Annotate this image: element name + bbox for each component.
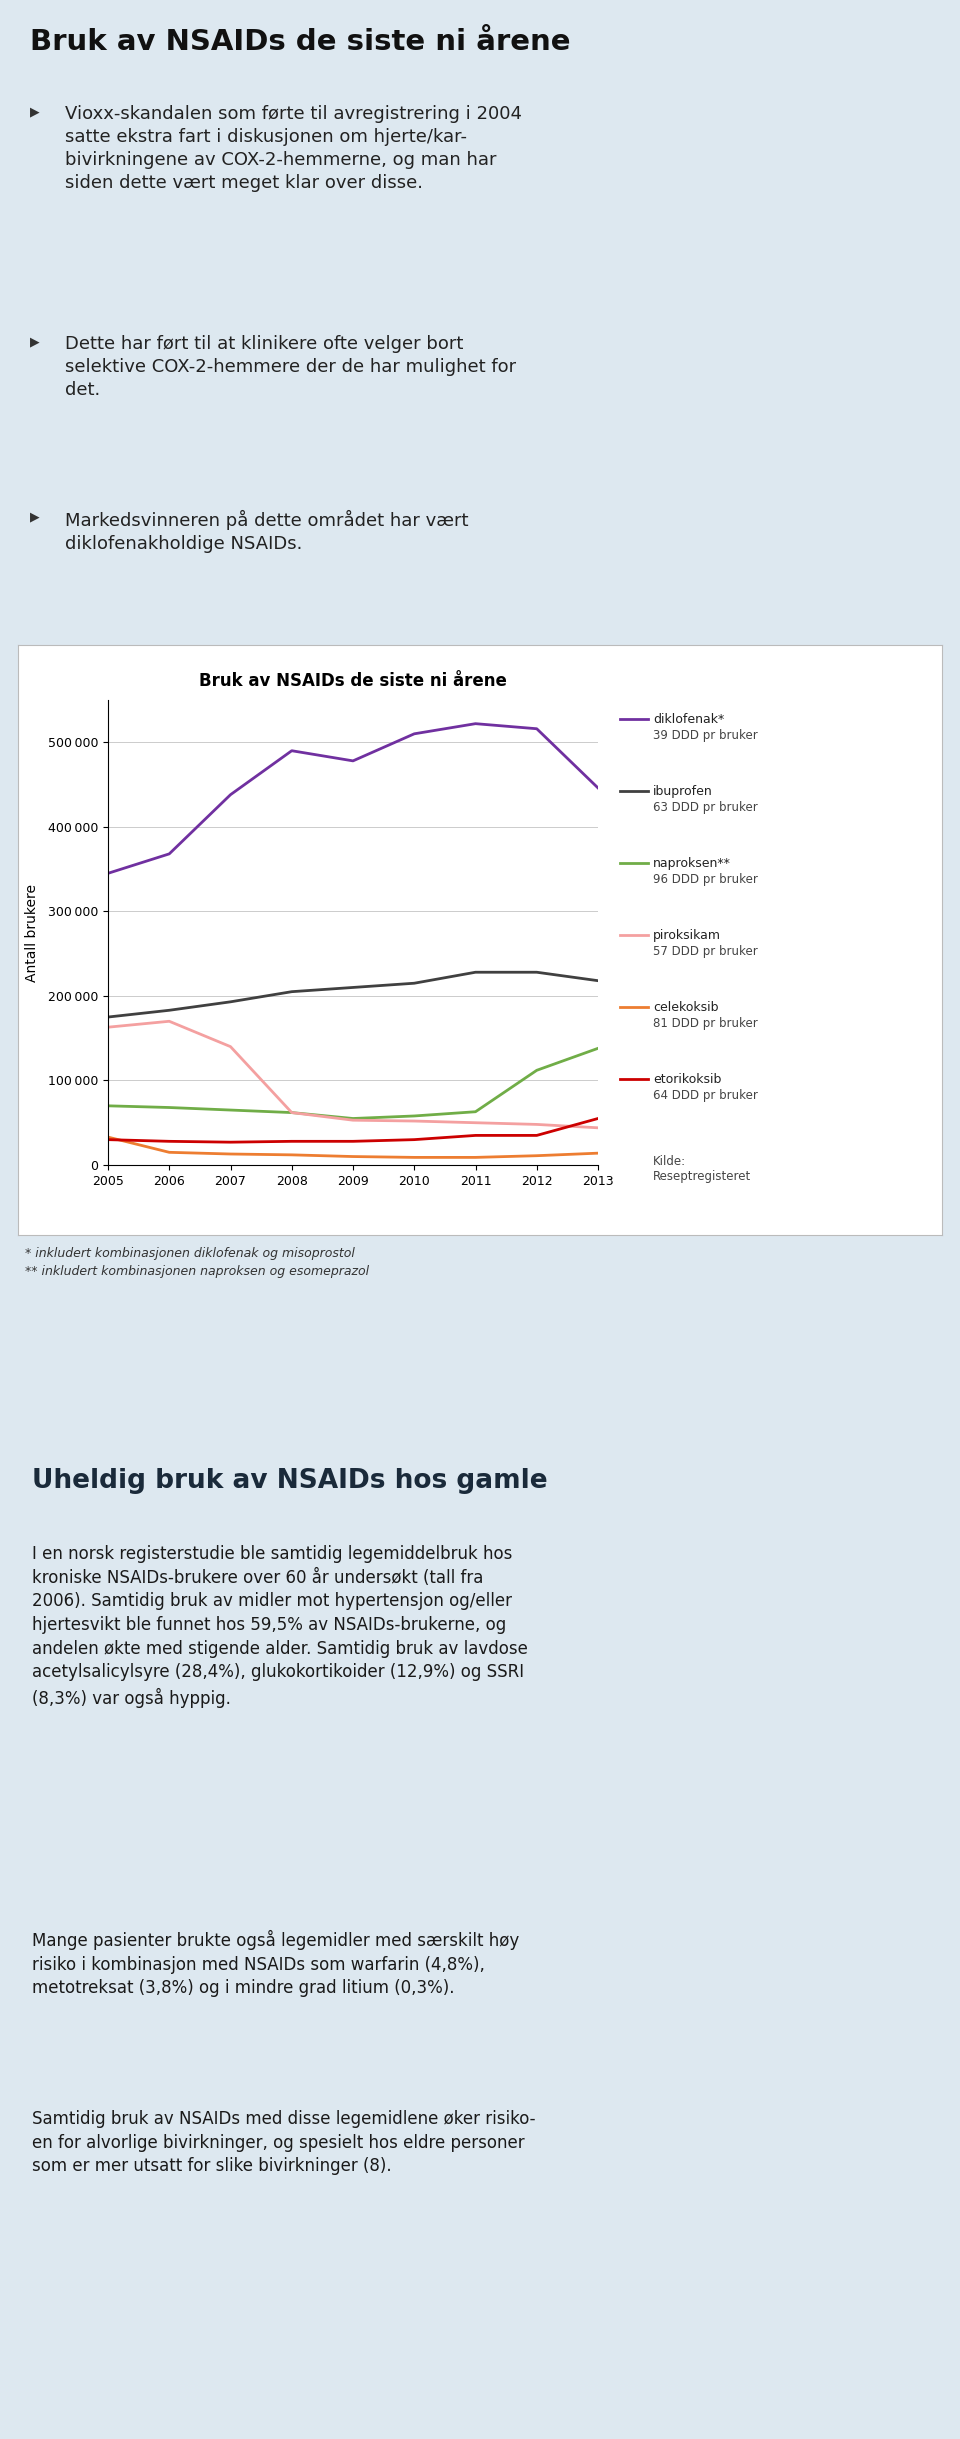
Text: 81 DDD pr bruker: 81 DDD pr bruker <box>653 1017 757 1029</box>
Text: naproksen**: naproksen** <box>653 856 731 871</box>
Text: Dette har ført til at klinikere ofte velger bort
selektive COX-2-hemmere der de : Dette har ført til at klinikere ofte vel… <box>65 334 516 400</box>
Text: piroksikam: piroksikam <box>653 929 721 941</box>
Text: 57 DDD pr bruker: 57 DDD pr bruker <box>653 944 757 959</box>
Text: ** inkludert kombinasjonen naproksen og esomeprazol: ** inkludert kombinasjonen naproksen og … <box>25 1266 370 1278</box>
Text: Kilde:
Reseptregisteret: Kilde: Reseptregisteret <box>653 1156 752 1183</box>
Text: I en norsk registerstudie ble samtidig legemiddelbruk hos
kroniske NSAIDs-bruker: I en norsk registerstudie ble samtidig l… <box>32 1544 528 1707</box>
Title: Bruk av NSAIDs de siste ni årene: Bruk av NSAIDs de siste ni årene <box>199 673 507 690</box>
Text: ibuprofen: ibuprofen <box>653 785 712 798</box>
Text: diklofenak*: diklofenak* <box>653 712 724 727</box>
Text: ▶: ▶ <box>30 334 39 349</box>
Y-axis label: Antall brukere: Antall brukere <box>26 883 39 980</box>
Text: Markedsvinneren på dette området har vært
diklofenakholdige NSAIDs.: Markedsvinneren på dette området har vær… <box>65 510 468 554</box>
Text: Samtidig bruk av NSAIDs med disse legemidlene øker risiko-
en for alvorlige bivi: Samtidig bruk av NSAIDs med disse legemi… <box>32 2110 536 2176</box>
Text: 63 DDD pr bruker: 63 DDD pr bruker <box>653 800 757 815</box>
Text: celekoksib: celekoksib <box>653 1000 718 1015</box>
Text: Uheldig bruk av NSAIDs hos gamle: Uheldig bruk av NSAIDs hos gamle <box>32 1468 547 1495</box>
Text: Mange pasienter brukte også legemidler med særskilt høy
risiko i kombinasjon med: Mange pasienter brukte også legemidler m… <box>32 1929 519 1998</box>
Text: ▶: ▶ <box>30 510 39 522</box>
Text: ▶: ▶ <box>30 105 39 117</box>
Text: * inkludert kombinasjonen diklofenak og misoprostol: * inkludert kombinasjonen diklofenak og … <box>25 1246 355 1261</box>
Text: 64 DDD pr bruker: 64 DDD pr bruker <box>653 1088 757 1102</box>
Text: 96 DDD pr bruker: 96 DDD pr bruker <box>653 873 757 885</box>
Text: etorikoksib: etorikoksib <box>653 1073 721 1085</box>
Text: Vioxx-skandalen som førte til avregistrering i 2004
satte ekstra fart i diskusjo: Vioxx-skandalen som førte til avregistre… <box>65 105 522 193</box>
Text: 39 DDD pr bruker: 39 DDD pr bruker <box>653 729 757 741</box>
Text: Bruk av NSAIDs de siste ni årene: Bruk av NSAIDs de siste ni årene <box>30 27 570 56</box>
